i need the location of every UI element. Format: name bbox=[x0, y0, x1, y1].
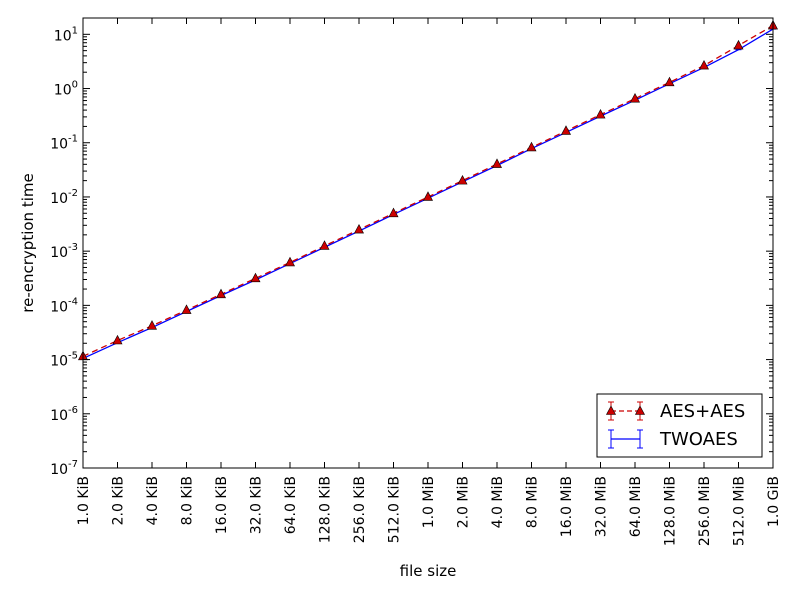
x-axis-label: file size bbox=[400, 562, 457, 580]
x-tick-label: 16.0 MiB bbox=[559, 476, 575, 537]
data-point bbox=[630, 93, 640, 103]
x-tick-label: 32.0 MiB bbox=[594, 476, 610, 537]
data-point bbox=[112, 334, 123, 345]
series-aes-aes bbox=[78, 19, 778, 361]
x-tick-label: 32.0 KiB bbox=[249, 476, 265, 534]
y-tick-label: 10-3 bbox=[50, 242, 78, 261]
data-point bbox=[181, 304, 192, 314]
legend-label: AES+AES bbox=[660, 401, 745, 422]
data-point bbox=[457, 174, 468, 185]
x-tick-label: 1.0 KiB bbox=[76, 476, 92, 525]
x-tick-label: 8.0 MiB bbox=[525, 476, 541, 528]
legend-label: TWOAES bbox=[659, 429, 738, 450]
data-point bbox=[285, 256, 295, 267]
legend-frame bbox=[596, 393, 763, 458]
x-tick-label: 16.0 KiB bbox=[214, 476, 230, 534]
legend-item: AES+AES bbox=[606, 401, 745, 422]
data-point bbox=[561, 125, 571, 135]
x-tick-label: 1.0 GiB bbox=[766, 476, 782, 527]
data-point bbox=[354, 223, 364, 234]
x-tick-label: 512.0 KiB bbox=[387, 476, 403, 543]
y-tick-label: 100 bbox=[54, 80, 78, 99]
x-tick-label: 64.0 MiB bbox=[628, 476, 644, 537]
x-tick-label: 128.0 KiB bbox=[318, 476, 334, 543]
x-tick-label: 64.0 KiB bbox=[283, 476, 299, 534]
y-tick-label: 10-2 bbox=[50, 188, 78, 207]
legend-marker bbox=[635, 405, 645, 415]
data-point bbox=[147, 320, 157, 330]
data-point bbox=[423, 191, 433, 201]
y-tick-label: 10-1 bbox=[50, 134, 78, 153]
data-point bbox=[664, 76, 675, 87]
x-tick-label: 1.0 MiB bbox=[421, 476, 437, 528]
x-tick-label: 2.0 MiB bbox=[456, 476, 472, 528]
y-tick-label: 10-7 bbox=[50, 459, 78, 478]
legend-marker bbox=[606, 405, 616, 415]
legend-item: TWOAES bbox=[608, 429, 738, 450]
x-tick-label: 4.0 MiB bbox=[490, 476, 506, 528]
y-axis-label: re-encryption time bbox=[19, 173, 37, 312]
y-tick-label: 10-5 bbox=[50, 351, 78, 370]
data-point bbox=[388, 207, 399, 218]
data-point bbox=[216, 288, 226, 299]
ticks-layer: 1.0 KiB 2.0 KiB 4.0 KiB 8.0 KiB 16.0 KiB 32.0… bbox=[50, 17, 782, 546]
y-tick-label: 10-4 bbox=[50, 296, 78, 315]
data-point bbox=[492, 158, 502, 168]
x-tick-label: 256.0 MiB bbox=[697, 476, 713, 546]
x-tick-label: 4.0 KiB bbox=[145, 476, 161, 525]
x-tick-label: 512.0 MiB bbox=[732, 476, 748, 546]
data-point bbox=[595, 108, 606, 119]
data-point bbox=[699, 59, 709, 70]
x-tick-label: 128.0 MiB bbox=[663, 476, 679, 546]
legend: AES+AES TWOAES bbox=[596, 393, 763, 458]
data-point bbox=[733, 39, 744, 50]
data-point bbox=[319, 240, 330, 250]
x-tick-label: 8.0 KiB bbox=[180, 476, 196, 525]
data-point bbox=[526, 141, 537, 152]
x-tick-label: 2.0 KiB bbox=[111, 476, 127, 525]
y-tick-label: 10-6 bbox=[50, 405, 78, 424]
series-layer bbox=[78, 19, 778, 361]
data-point bbox=[250, 272, 261, 283]
y-tick-label: 101 bbox=[54, 25, 78, 44]
x-tick-label: 256.0 KiB bbox=[352, 476, 368, 543]
